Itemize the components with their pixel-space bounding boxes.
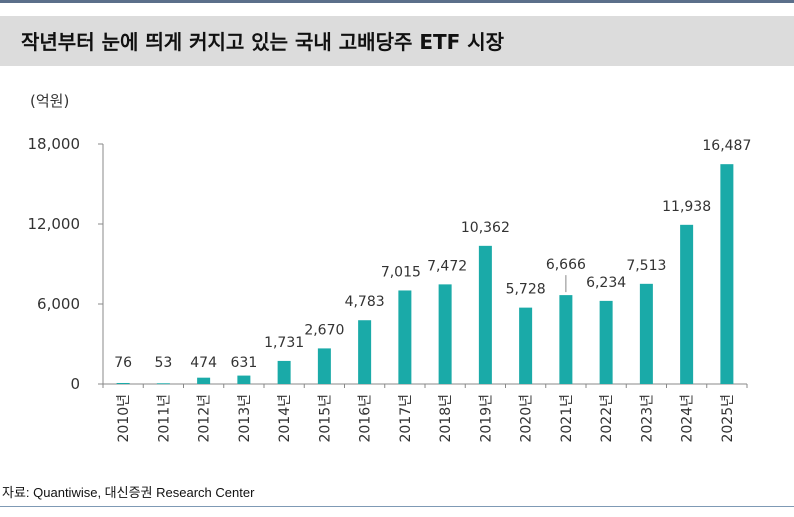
x-tick-label: 2012년 <box>197 394 213 443</box>
bottom-border <box>0 506 794 507</box>
chart-title: 작년부터 눈에 띄게 커지고 있는 국내 고배당주 ETF 시장 <box>21 30 505 54</box>
x-tick-label: 2018년 <box>438 394 454 443</box>
data-label: 5,728 <box>506 282 546 298</box>
bar <box>398 290 412 384</box>
data-label: 631 <box>231 355 258 371</box>
data-label: 1,731 <box>264 335 304 351</box>
bar <box>559 295 573 384</box>
data-label: 6,234 <box>586 275 626 291</box>
data-label: 7,472 <box>427 258 467 274</box>
bar <box>720 164 734 384</box>
y-tick-label: 0 <box>70 375 80 393</box>
bar <box>317 348 331 384</box>
bar <box>156 383 170 385</box>
x-tick-label: 2013년 <box>237 394 253 443</box>
data-label: 474 <box>190 355 217 371</box>
data-label: 53 <box>154 355 172 371</box>
title-bar <box>0 16 794 66</box>
x-tick-label: 2016년 <box>358 394 374 443</box>
y-axis-unit-label: (억원) <box>30 92 69 110</box>
x-tick-label: 2022년 <box>599 394 615 443</box>
x-tick-label: 2024년 <box>680 394 696 443</box>
bar <box>639 283 653 384</box>
x-tick-label: 2025년 <box>720 394 736 443</box>
x-tick-label: 2014년 <box>277 394 293 443</box>
bar <box>237 375 251 384</box>
top-border <box>0 0 794 3</box>
x-tick-label: 2011년 <box>156 394 172 443</box>
x-tick-label: 2015년 <box>317 394 333 443</box>
x-tick-label: 2021년 <box>559 394 575 443</box>
data-label: 16,487 <box>702 138 751 154</box>
data-label: 7,015 <box>381 264 421 280</box>
data-label: 6,666 <box>546 257 586 273</box>
bar <box>277 360 291 384</box>
bar <box>358 320 372 384</box>
bar <box>197 377 211 384</box>
bar <box>438 284 452 384</box>
source-note: 자료: Quantiwise, 대신증권 Research Center <box>2 485 255 500</box>
y-tick-label: 18,000 <box>28 135 81 153</box>
bar <box>478 245 492 384</box>
data-label: 2,670 <box>304 322 344 338</box>
x-tick-label: 2010년 <box>116 394 132 443</box>
x-tick-label: 2023년 <box>639 394 655 443</box>
data-label: 4,783 <box>345 294 385 310</box>
bar <box>519 307 533 384</box>
y-tick-label: 6,000 <box>37 295 80 313</box>
x-tick-label: 2017년 <box>398 394 414 443</box>
bar <box>116 382 130 384</box>
data-label: 7,513 <box>626 258 666 274</box>
data-label: 10,362 <box>461 220 510 236</box>
data-label: 76 <box>114 355 132 371</box>
bar <box>680 224 694 384</box>
data-label: 11,938 <box>662 199 711 215</box>
y-tick-label: 12,000 <box>28 215 81 233</box>
bar <box>599 300 613 384</box>
x-tick-label: 2020년 <box>519 394 535 443</box>
x-tick-label: 2019년 <box>478 394 494 443</box>
